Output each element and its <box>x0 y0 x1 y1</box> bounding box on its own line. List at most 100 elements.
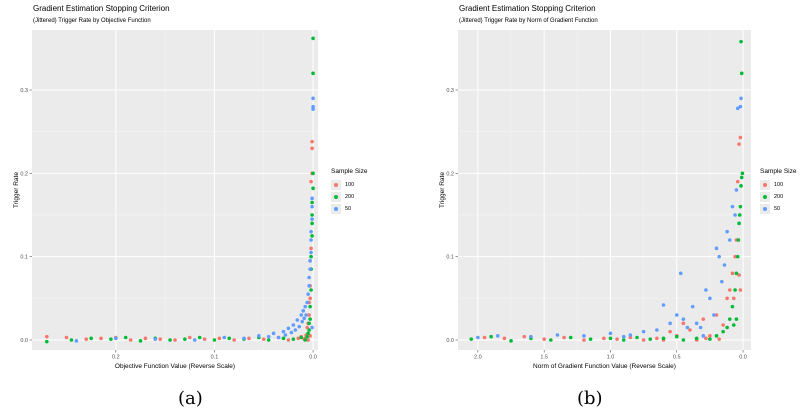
data-point-100 <box>286 338 291 342</box>
data-point-50 <box>727 238 732 242</box>
y-tick-label: 0.1 <box>20 255 28 261</box>
data-point-200 <box>469 337 474 341</box>
data-point-100 <box>628 335 633 340</box>
data-point-50 <box>739 96 743 101</box>
data-point-200 <box>730 304 735 309</box>
plot-background <box>458 30 751 350</box>
scatter-plot-b: 2.0 1.5 1.0 0.5 0.0 0.0 0.1 0.2 0.3 Norm of Gradi… <box>439 30 751 370</box>
legend-swatch-100 <box>334 183 338 187</box>
data-point-200 <box>309 288 313 292</box>
data-point-50 <box>738 104 743 109</box>
data-point-200 <box>109 337 113 341</box>
data-point-50 <box>291 323 296 327</box>
data-point-50 <box>555 333 560 337</box>
data-point-200 <box>89 336 93 341</box>
data-point-200 <box>212 338 217 342</box>
data-point-200 <box>737 213 742 217</box>
data-point-50 <box>608 331 613 336</box>
data-point-100 <box>310 139 314 144</box>
legend-swatch-50 <box>763 207 767 211</box>
data-point-200 <box>310 221 314 226</box>
legend-label-100: 100 <box>345 182 355 188</box>
data-point-200 <box>588 337 593 341</box>
data-point-50 <box>694 321 699 326</box>
data-point-50 <box>276 335 281 340</box>
data-point-50 <box>690 304 695 309</box>
data-point-50 <box>730 204 735 209</box>
data-point-200 <box>307 321 311 326</box>
data-point-200 <box>549 338 553 342</box>
data-point-100 <box>305 325 309 330</box>
data-point-100 <box>128 338 133 342</box>
data-point-50 <box>304 313 308 317</box>
scatter-plot-a: 0.2 0.1 0.0 0.0 0.1 0.2 0.3 Objective Function … <box>13 30 318 370</box>
data-point-100 <box>668 329 672 334</box>
data-point-100 <box>542 337 546 341</box>
data-point-100 <box>261 337 266 341</box>
data-point-50 <box>303 304 307 309</box>
x-axis-label: Norm of Gradient Function Value (Reverse… <box>533 363 676 370</box>
x-tick-label: 0.0 <box>739 355 747 361</box>
legend-label-50: 50 <box>774 206 781 212</box>
legend-label-50: 50 <box>345 206 352 212</box>
data-point-200 <box>740 171 745 176</box>
data-point-200 <box>311 71 315 76</box>
data-point-100 <box>641 338 646 342</box>
data-point-200 <box>311 36 315 41</box>
data-point-100 <box>655 336 659 341</box>
data-point-200 <box>183 337 187 341</box>
data-point-100 <box>64 335 69 340</box>
data-point-100 <box>310 146 314 151</box>
legend-title: Sample Size <box>760 168 797 175</box>
data-point-100 <box>202 337 207 341</box>
data-point-200 <box>227 336 232 341</box>
data-point-200 <box>310 213 314 217</box>
chart-panel-b: Gradient Estimation Stopping Criterion (… <box>439 0 800 372</box>
data-point-100 <box>688 328 692 332</box>
data-point-100 <box>602 336 606 341</box>
data-point-200 <box>308 304 312 309</box>
data-point-200 <box>727 317 732 321</box>
data-point-200 <box>694 336 699 341</box>
data-point-100 <box>681 321 686 326</box>
data-point-200 <box>608 336 613 341</box>
data-point-50 <box>295 318 300 322</box>
data-point-50 <box>311 96 315 101</box>
data-point-50 <box>714 246 719 251</box>
data-point-100 <box>307 313 311 317</box>
data-point-50 <box>310 204 314 209</box>
data-point-200 <box>739 71 744 76</box>
data-point-100 <box>730 271 735 276</box>
data-point-200 <box>509 339 513 343</box>
data-point-100 <box>306 338 310 342</box>
data-point-50 <box>300 319 305 324</box>
data-point-50 <box>733 213 737 217</box>
data-point-200 <box>308 317 312 321</box>
data-point-50 <box>308 259 312 263</box>
chart-subtitle: (Jittered) Trigger Rate by Norm of Gradi… <box>459 18 598 24</box>
legend-swatch-200 <box>334 195 338 199</box>
chart-subtitle: (Jittered) Trigger Rate by Objective Fun… <box>33 18 151 24</box>
legend-swatch-100 <box>763 183 767 187</box>
data-point-100 <box>725 296 729 301</box>
data-point-200 <box>310 234 314 238</box>
data-point-200 <box>299 335 304 340</box>
data-point-100 <box>44 334 49 339</box>
data-point-50 <box>668 321 672 326</box>
data-point-100 <box>582 338 586 342</box>
legend-label-100: 100 <box>774 182 784 188</box>
legend-title: Sample Size <box>331 168 368 175</box>
data-point-200 <box>731 323 736 327</box>
data-point-50 <box>297 324 302 329</box>
x-tick-label: 1.5 <box>540 355 548 361</box>
legend-key-200 <box>331 192 341 202</box>
data-point-200 <box>739 39 743 44</box>
legend-label-200: 200 <box>774 194 784 200</box>
data-point-200 <box>635 335 639 340</box>
data-point-200 <box>281 336 286 341</box>
data-point-200 <box>311 171 315 176</box>
legend-key-100 <box>331 180 341 190</box>
data-point-100 <box>731 296 736 301</box>
data-point-200 <box>197 335 202 340</box>
data-point-200 <box>69 338 74 342</box>
